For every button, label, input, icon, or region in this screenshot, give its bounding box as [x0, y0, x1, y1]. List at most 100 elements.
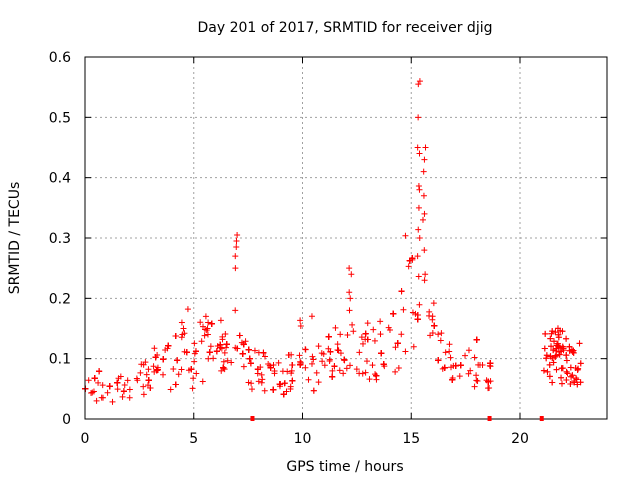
data-point: [232, 307, 239, 314]
data-point: [563, 352, 570, 359]
axis-ticks: 0 5 10 15 20 0 0.1 0.2 0.3 0.4 0.5 0.6: [49, 50, 607, 447]
data-point: [178, 366, 185, 373]
data-point: [221, 349, 228, 356]
data-point: [152, 354, 159, 361]
data-point: [465, 347, 472, 354]
data-point: [325, 333, 332, 340]
x-tick-label: 5: [189, 431, 198, 447]
data-point: [414, 253, 421, 260]
data-point: [452, 362, 459, 369]
data-point: [416, 150, 423, 157]
data-point: [232, 265, 239, 272]
data-point: [398, 288, 405, 295]
data-point: [297, 323, 304, 330]
data-point: [99, 382, 106, 389]
data-point: [308, 313, 315, 320]
data-point: [416, 301, 423, 308]
data-point: [119, 393, 126, 400]
data-point: [402, 232, 409, 239]
data-point: [310, 387, 317, 394]
data-point: [172, 332, 179, 339]
data-point: [456, 373, 463, 380]
data-point: [415, 81, 422, 88]
data-point: [377, 318, 384, 325]
data-point: [240, 341, 247, 348]
data-point: [289, 362, 296, 369]
data-point: [554, 325, 561, 332]
data-point: [145, 366, 152, 373]
data-point: [547, 353, 554, 360]
data-point: [473, 377, 480, 384]
data-point: [364, 336, 371, 343]
data-point: [204, 325, 211, 332]
data-point: [192, 348, 199, 355]
data-point: [400, 306, 407, 313]
data-point: [279, 368, 286, 375]
data-point: [415, 182, 422, 189]
data-point: [318, 350, 325, 357]
data-point: [289, 377, 296, 384]
data-point: [179, 331, 186, 338]
data-point: [287, 383, 294, 390]
data-point: [223, 344, 230, 351]
y-tick-label: 0.6: [49, 50, 71, 66]
data-point: [363, 358, 370, 365]
data-point: [358, 334, 365, 341]
data-point: [233, 244, 240, 251]
data-point: [558, 380, 565, 387]
data-point: [546, 373, 553, 380]
data-point: [248, 386, 255, 393]
data-point: [315, 379, 322, 386]
data-point: [426, 308, 433, 315]
data-point: [346, 362, 353, 369]
data-point: [350, 328, 357, 335]
data-point: [93, 397, 100, 404]
data-point: [308, 360, 315, 367]
data-point: [104, 389, 111, 396]
data-point: [377, 331, 384, 338]
data-point: [346, 307, 353, 314]
data-point: [223, 341, 230, 348]
data-point: [280, 391, 287, 398]
data-point: [270, 362, 277, 369]
data-point: [447, 354, 454, 361]
data-point: [117, 373, 124, 380]
data-point: [96, 368, 103, 375]
data-point: [347, 295, 354, 302]
data-point: [421, 156, 428, 163]
data-point: [471, 383, 478, 390]
data-point: [145, 377, 152, 384]
data-point: [558, 374, 565, 381]
data-point: [414, 316, 421, 323]
data-point: [239, 350, 246, 357]
data-point: [485, 378, 492, 385]
data-point: [415, 273, 422, 280]
data-point: [337, 331, 344, 338]
data-point: [258, 379, 265, 386]
data-point: [369, 362, 376, 369]
data-point: [133, 375, 140, 382]
data-point: [247, 360, 254, 367]
data-point: [430, 300, 437, 307]
gap-marker: [250, 416, 255, 421]
data-point: [405, 263, 412, 270]
data-point: [165, 342, 172, 349]
data-point: [577, 379, 584, 386]
gap-marker: [487, 416, 492, 421]
data-point: [414, 144, 421, 151]
data-point: [567, 364, 574, 371]
data-point: [563, 357, 570, 364]
data-point: [359, 340, 366, 347]
data-point: [577, 360, 584, 367]
data-point: [373, 372, 380, 379]
data-point: [542, 330, 549, 337]
data-point: [567, 380, 574, 387]
data-point: [471, 354, 478, 361]
data-point: [160, 371, 167, 378]
x-tick-label: 10: [294, 431, 312, 447]
data-point: [467, 367, 474, 374]
data-point: [559, 365, 566, 372]
data-point: [260, 349, 267, 356]
data-point: [437, 337, 444, 344]
data-point: [394, 340, 401, 347]
